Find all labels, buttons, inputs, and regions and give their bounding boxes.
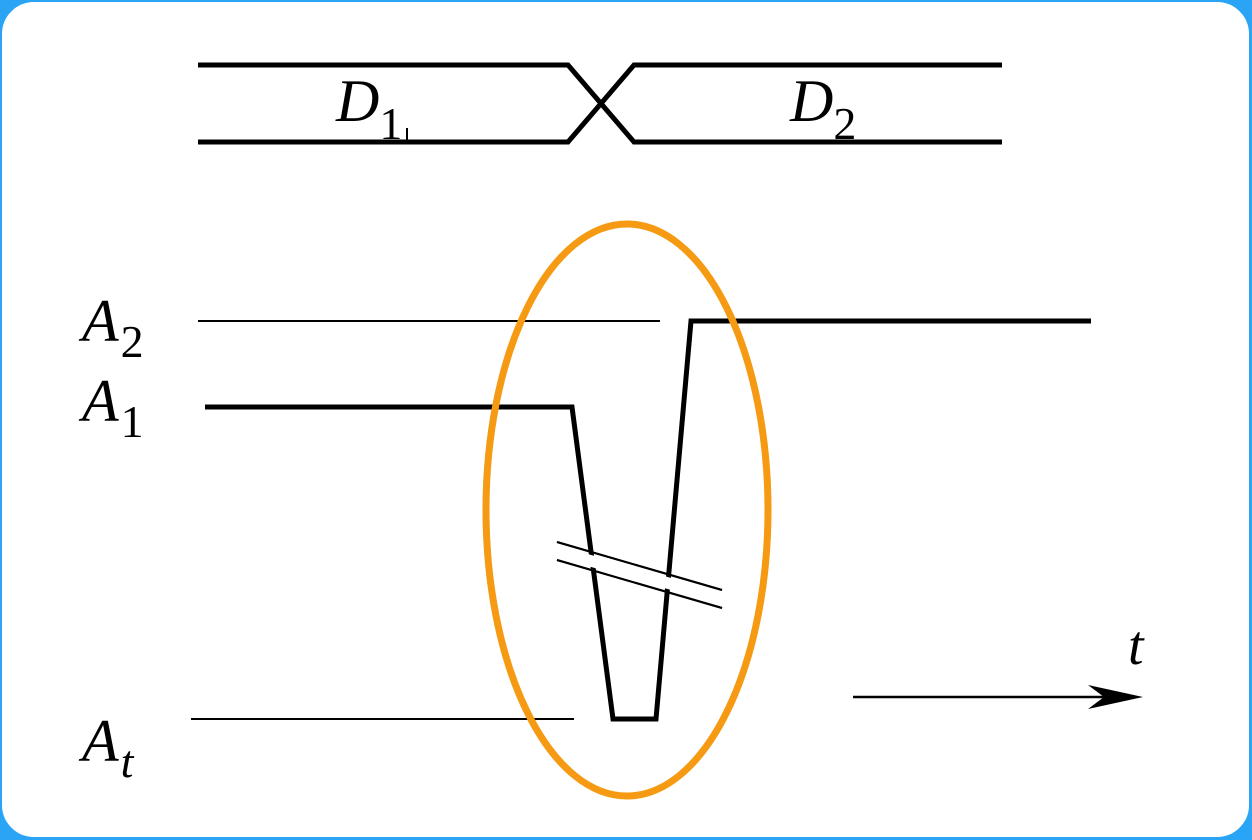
level-label-a1-sub: 1	[121, 396, 144, 447]
signal-label-d1-main: D	[335, 68, 379, 134]
time-axis: t	[853, 615, 1145, 709]
break-gap	[560, 546, 720, 604]
address-waveform	[205, 318, 1091, 722]
signal-label-d2-sub: 2	[833, 98, 856, 149]
time-axis-label: t	[1128, 615, 1145, 677]
signal-label-d1-sub: 1	[379, 98, 402, 149]
signal-label-d2: D2	[789, 68, 856, 149]
level-label-a1-main: A	[78, 368, 119, 434]
bus-bottom-left	[198, 62, 1002, 145]
level-label-at-main: A	[78, 708, 119, 774]
signal-label-d2-main: D	[789, 68, 833, 134]
signal-label-d1: D1	[335, 68, 402, 149]
level-label-a2: A2	[78, 288, 144, 367]
level-label-at-sub: t	[121, 736, 135, 787]
level-label-at: At	[78, 708, 135, 787]
data-bus	[198, 62, 1002, 145]
level-label-a2-main: A	[78, 288, 119, 354]
level-label-a2-sub: 2	[121, 316, 144, 367]
break-marks-redraw	[556, 541, 723, 609]
highlight-ellipse	[482, 220, 772, 800]
level-label-a1: A1	[78, 368, 144, 447]
arrow-head-icon	[1088, 685, 1143, 709]
